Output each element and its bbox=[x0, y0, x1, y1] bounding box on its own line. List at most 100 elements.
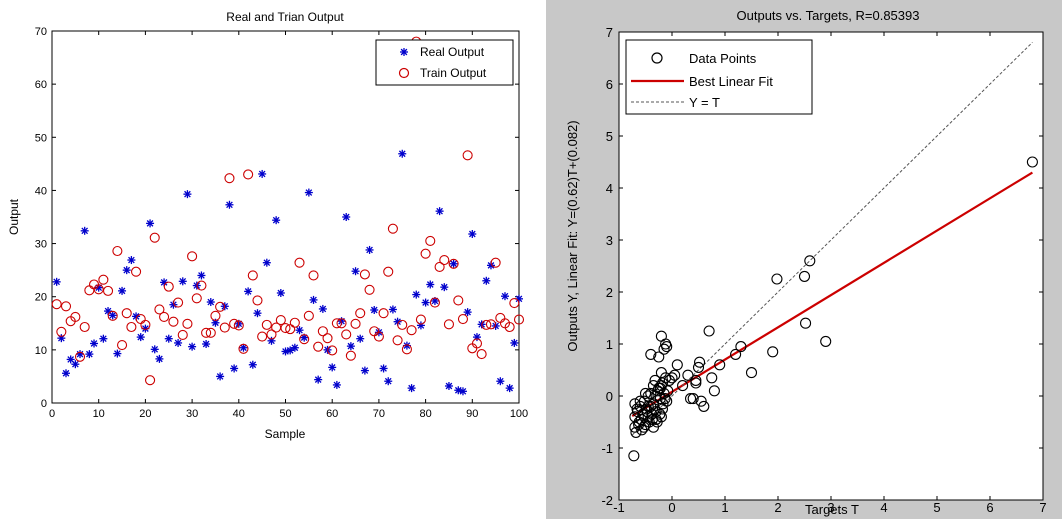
train-output-point bbox=[145, 375, 156, 386]
train-output-point bbox=[513, 314, 525, 325]
train-output-point bbox=[210, 310, 221, 321]
data-point bbox=[694, 356, 706, 368]
train-output-point bbox=[107, 310, 118, 321]
real-output-point bbox=[216, 372, 225, 381]
train-output-point bbox=[341, 329, 352, 340]
right-y-tick-label: 2 bbox=[606, 285, 613, 300]
real-output-point bbox=[132, 312, 141, 321]
left-chart-panel: Real and Trian Output 0 10 20 30 40 50 60 70 80 9… bbox=[7, 10, 529, 441]
train-output-point bbox=[182, 318, 193, 329]
data-point bbox=[654, 382, 666, 394]
right-chart-panel: Outputs vs. Targets, R=0.85393 -1 0 1 2 3 4 5 6… bbox=[546, 0, 1062, 519]
real-output-point bbox=[188, 342, 197, 351]
real-output-point bbox=[449, 259, 458, 268]
right-chart: Outputs vs. Targets, R=0.85393 -1 0 1 2 3 4 5 6… bbox=[565, 8, 1047, 517]
real-output-point bbox=[407, 384, 416, 393]
data-point bbox=[628, 450, 640, 462]
train-output-point bbox=[471, 338, 483, 349]
real-output-point bbox=[136, 333, 145, 342]
real-output-point bbox=[206, 298, 215, 307]
right-x-tick-label: 1 bbox=[721, 500, 728, 515]
left-legend-box bbox=[375, 39, 514, 86]
train-output-point bbox=[303, 310, 314, 321]
train-output-point bbox=[289, 317, 300, 328]
train-output-point bbox=[247, 270, 258, 281]
train-output-point bbox=[457, 313, 469, 325]
real-output-point bbox=[505, 384, 514, 393]
data-point bbox=[645, 387, 657, 399]
data-point bbox=[708, 385, 720, 397]
data-point bbox=[690, 377, 702, 389]
data-point bbox=[690, 374, 702, 386]
data-point bbox=[659, 393, 671, 405]
data-point bbox=[650, 413, 662, 425]
train-output-point bbox=[336, 318, 347, 329]
train-output-point bbox=[453, 295, 464, 306]
train-output-point bbox=[397, 319, 408, 330]
real-output-point bbox=[309, 295, 318, 304]
real-output-point bbox=[360, 366, 369, 375]
train-output-point bbox=[401, 344, 412, 355]
real-output-point bbox=[351, 267, 360, 276]
train-output-point bbox=[406, 325, 417, 336]
right-x-tick-label: 5 bbox=[933, 500, 940, 515]
legend-real-output-asterisk bbox=[400, 48, 408, 56]
train-output-point bbox=[294, 257, 305, 268]
train-output-point bbox=[201, 327, 212, 338]
right-y-tick-label: 6 bbox=[606, 77, 613, 92]
real-output-point bbox=[239, 343, 248, 352]
data-point bbox=[692, 361, 705, 373]
train-output-point bbox=[364, 284, 375, 295]
right-y-tick-label: -1 bbox=[601, 441, 613, 456]
real-output-point bbox=[262, 258, 271, 267]
real-output-point bbox=[276, 288, 285, 297]
train-output-point bbox=[420, 248, 431, 259]
real-output-point bbox=[388, 305, 397, 314]
real-output-point bbox=[108, 311, 117, 320]
real-output-point bbox=[496, 377, 505, 386]
data-point bbox=[677, 380, 689, 392]
left-x-tick-label: 50 bbox=[279, 408, 291, 420]
left-y-tick-label: 50 bbox=[35, 132, 47, 144]
train-output-point bbox=[485, 319, 497, 330]
legend-y-equals-t-label: Y = T bbox=[689, 95, 720, 110]
train-output-point bbox=[159, 311, 170, 322]
real-output-point bbox=[174, 338, 183, 347]
left-x-tick-label: 100 bbox=[510, 408, 528, 420]
real-output-point bbox=[304, 188, 313, 197]
train-output-point bbox=[60, 301, 72, 312]
right-y-axis-label: Outputs Y, Linear Fit: Y=(0.62)T+(0.082) bbox=[565, 120, 580, 351]
legend-data-points-label: Data Points bbox=[689, 51, 757, 66]
data-point bbox=[804, 255, 816, 267]
left-x-tick-label: 20 bbox=[139, 408, 151, 420]
right-chart-title: Outputs vs. Targets, R=0.85393 bbox=[737, 8, 920, 23]
real-output-point bbox=[328, 363, 337, 372]
train-output-point bbox=[79, 321, 90, 333]
train-output-point bbox=[126, 321, 137, 333]
real-output-point bbox=[468, 230, 477, 239]
y-equals-t-line bbox=[631, 42, 1033, 436]
train-output-point bbox=[462, 150, 473, 161]
right-y-tick-label: 5 bbox=[606, 129, 613, 144]
train-output-point bbox=[51, 299, 62, 310]
train-output-point bbox=[205, 327, 216, 338]
right-x-tick-label: 0 bbox=[668, 500, 675, 515]
train-output-point bbox=[196, 280, 207, 291]
data-point bbox=[657, 398, 669, 410]
best-linear-fit-line bbox=[631, 171, 1033, 417]
real-output-point bbox=[290, 343, 299, 352]
real-output-point bbox=[62, 369, 71, 378]
real-output-point bbox=[76, 350, 85, 359]
real-output-point bbox=[412, 290, 421, 299]
real-output-point bbox=[435, 207, 444, 216]
data-point bbox=[671, 359, 683, 371]
real-output-point bbox=[146, 219, 155, 228]
data-point bbox=[735, 341, 747, 353]
train-output-point bbox=[229, 318, 240, 329]
real-output-point bbox=[197, 271, 206, 280]
train-output-point bbox=[299, 334, 310, 345]
data-point bbox=[636, 424, 648, 436]
right-x-tick-label: 4 bbox=[880, 500, 887, 515]
real-output-point bbox=[118, 286, 127, 295]
right-x-tick-label: -1 bbox=[613, 500, 625, 515]
